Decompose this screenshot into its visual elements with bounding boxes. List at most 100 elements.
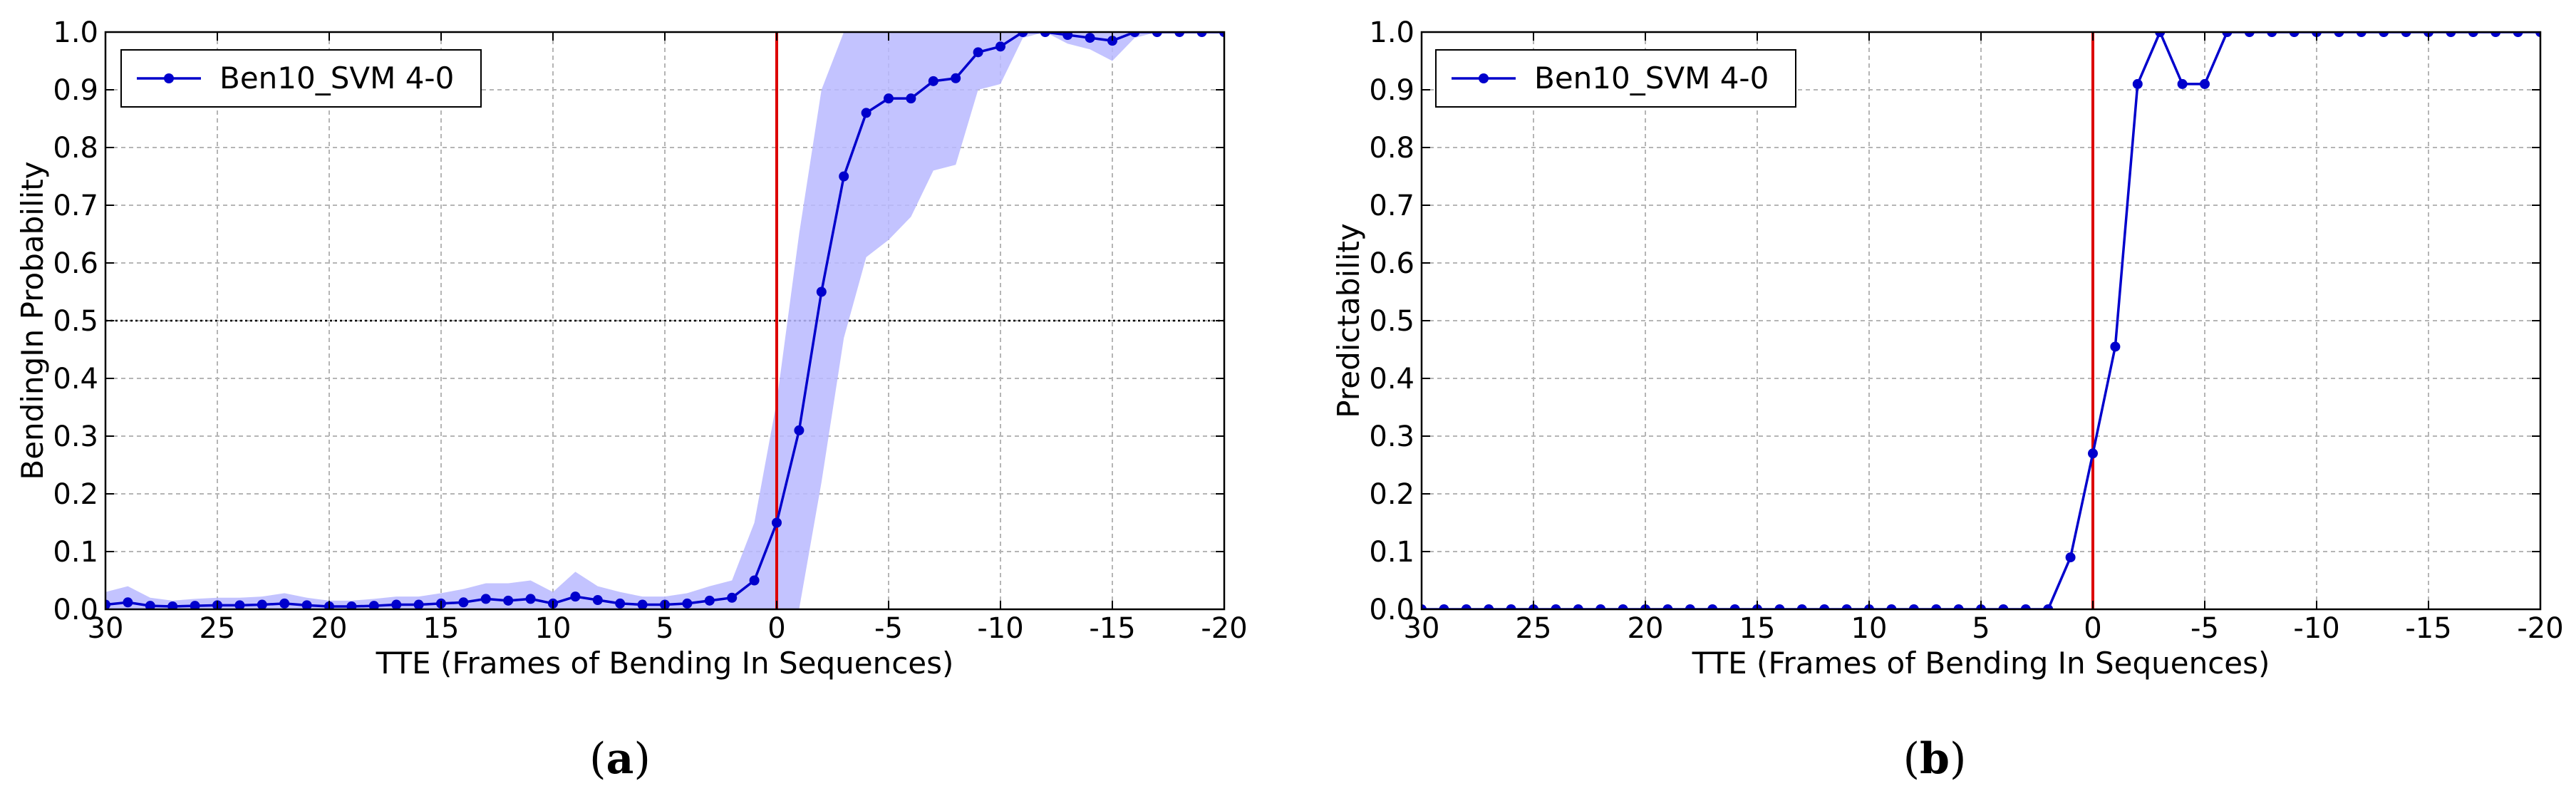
data-point (480, 594, 491, 604)
data-point (1129, 32, 1140, 37)
data-point (2267, 32, 2277, 37)
data-point (1953, 604, 1964, 609)
data-point (1062, 32, 1073, 41)
data-point (2132, 78, 2143, 89)
data-point (794, 425, 805, 435)
x-tick-label: -15 (2405, 612, 2451, 645)
data-point (1422, 604, 1427, 609)
x-tick-label: 0 (2084, 612, 2101, 645)
caption-letter: a (606, 734, 634, 784)
caption-paren-open: ( (1903, 734, 1920, 784)
data-point (1551, 604, 1561, 609)
data-point (592, 595, 603, 606)
y-tick-label: 0.4 (1369, 363, 1414, 396)
data-point (368, 601, 379, 609)
data-point (704, 595, 715, 606)
data-point (458, 597, 469, 608)
y-tick-label: 0.0 (53, 594, 98, 626)
x-tick-label: -5 (874, 612, 903, 645)
x-tick-label: 25 (200, 612, 236, 645)
data-point (1662, 604, 1673, 609)
data-point (167, 601, 178, 609)
y-tick-label: 0.5 (53, 305, 98, 338)
legend-marker (164, 73, 174, 83)
x-axis-label: TTE (Frames of Bending In Sequences) (1692, 646, 2270, 681)
data-point (2513, 32, 2523, 37)
legend-marker (1479, 73, 1489, 83)
y-tick-label: 0.8 (1369, 132, 1414, 165)
y-tick-label: 0.2 (1369, 478, 1414, 511)
data-point (928, 76, 938, 86)
data-point (727, 592, 738, 603)
y-tick-label: 0.6 (1369, 247, 1414, 280)
y-tick-label: 0.3 (1369, 420, 1414, 453)
data-point (1618, 604, 1628, 609)
data-point (749, 575, 760, 586)
data-point (2468, 32, 2478, 37)
data-point (346, 601, 357, 609)
data-point (2110, 341, 2121, 352)
data-point (1685, 604, 1695, 609)
y-tick-label: 0.1 (1369, 536, 1414, 569)
x-tick-label: 30 (1404, 612, 1440, 645)
data-point (1908, 604, 1919, 609)
data-point (682, 598, 693, 609)
data-point (2088, 448, 2098, 459)
y-tick-label: 0.1 (53, 536, 98, 569)
panel-caption: (a) (589, 734, 651, 784)
y-tick-label: 0.4 (53, 363, 98, 396)
data-point (1729, 604, 1740, 609)
x-tick-label: 30 (88, 612, 124, 645)
data-point (2043, 604, 2054, 609)
data-point (391, 599, 402, 609)
y-tick-label: 0.9 (53, 74, 98, 107)
y-tick-label: 0.0 (1369, 594, 1414, 626)
data-point (1819, 604, 1830, 609)
legend-box (1435, 49, 1796, 108)
x-tick-label: -20 (2517, 612, 2563, 645)
x-tick-label: 15 (423, 612, 460, 645)
y-tick-label: 0.2 (53, 478, 98, 511)
data-point (1461, 604, 1471, 609)
data-point (1196, 32, 1207, 37)
legend: Ben10_SVM 4-0 (120, 49, 482, 108)
data-point (884, 93, 894, 104)
y-tick-label: 1.0 (53, 16, 98, 49)
x-tick-label: 10 (535, 612, 571, 645)
data-point (123, 597, 133, 608)
data-point (2244, 32, 2255, 37)
data-point (413, 599, 424, 609)
data-point (145, 601, 155, 609)
data-point (2379, 32, 2389, 37)
x-axis-label: TTE (Frames of Bending In Sequences) (376, 646, 954, 681)
data-point (1219, 32, 1224, 37)
data-point (1998, 604, 2009, 609)
data-point (279, 598, 290, 609)
y-tick-label: 0.6 (53, 247, 98, 280)
data-point (1774, 604, 1785, 609)
data-point (2401, 32, 2411, 37)
data-point (190, 601, 200, 609)
data-point (1040, 32, 1050, 37)
y-axis-label: BendingIn Probability (15, 161, 50, 480)
data-point (2334, 32, 2344, 37)
x-tick-label: 25 (1516, 612, 1552, 645)
data-point (1931, 604, 1942, 609)
x-tick-label: -5 (2190, 612, 2219, 645)
data-point (839, 171, 849, 182)
data-point (906, 93, 916, 104)
data-point (2289, 32, 2300, 37)
data-point (2177, 78, 2188, 89)
data-point (1107, 36, 1117, 46)
data-point (2356, 32, 2366, 37)
data-point (525, 594, 536, 604)
data-point (995, 41, 1005, 52)
y-tick-label: 0.8 (53, 132, 98, 165)
data-point (1018, 32, 1028, 37)
data-point (1707, 604, 1718, 609)
data-point (816, 286, 827, 297)
x-tick-label: -15 (1089, 612, 1135, 645)
y-tick-label: 0.5 (1369, 305, 1414, 338)
caption-paren-open: ( (589, 734, 606, 784)
